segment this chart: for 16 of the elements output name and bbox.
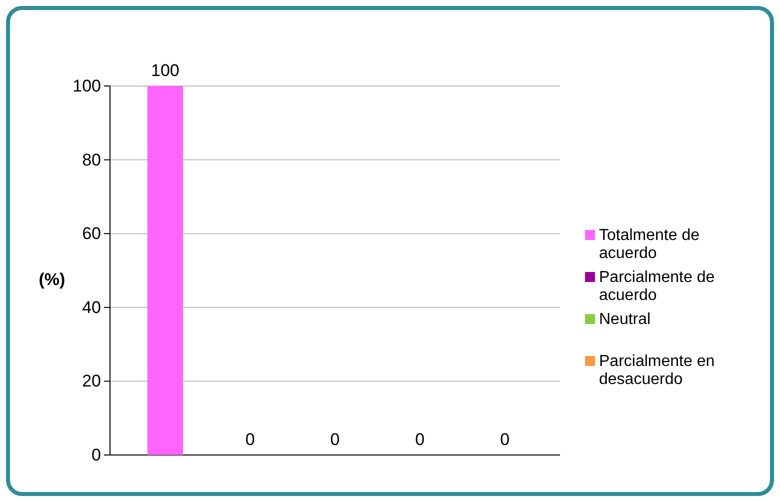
y-tick-label: 20 xyxy=(82,372,101,391)
data-label: 0 xyxy=(415,430,425,449)
legend-label: Neutral xyxy=(599,311,651,328)
y-tick-label: 80 xyxy=(82,150,101,170)
y-axis-title: (%) xyxy=(38,270,66,289)
legend-label: Parcialmente de acuerdo xyxy=(599,269,715,304)
y-tick-label: 0 xyxy=(92,445,101,464)
legend-label: Parcialmente en desacuerdo xyxy=(599,353,715,388)
y-tick-label: 40 xyxy=(82,298,101,317)
legend-label: Totalmente de acuerdo xyxy=(599,227,700,262)
data-label: 0 xyxy=(330,430,340,449)
y-tick-label: 60 xyxy=(82,224,101,244)
y-tick-label: 100 xyxy=(72,76,101,96)
data-label: 0 xyxy=(500,430,510,449)
data-label: 100 xyxy=(151,61,180,80)
data-label: 0 xyxy=(245,430,255,449)
